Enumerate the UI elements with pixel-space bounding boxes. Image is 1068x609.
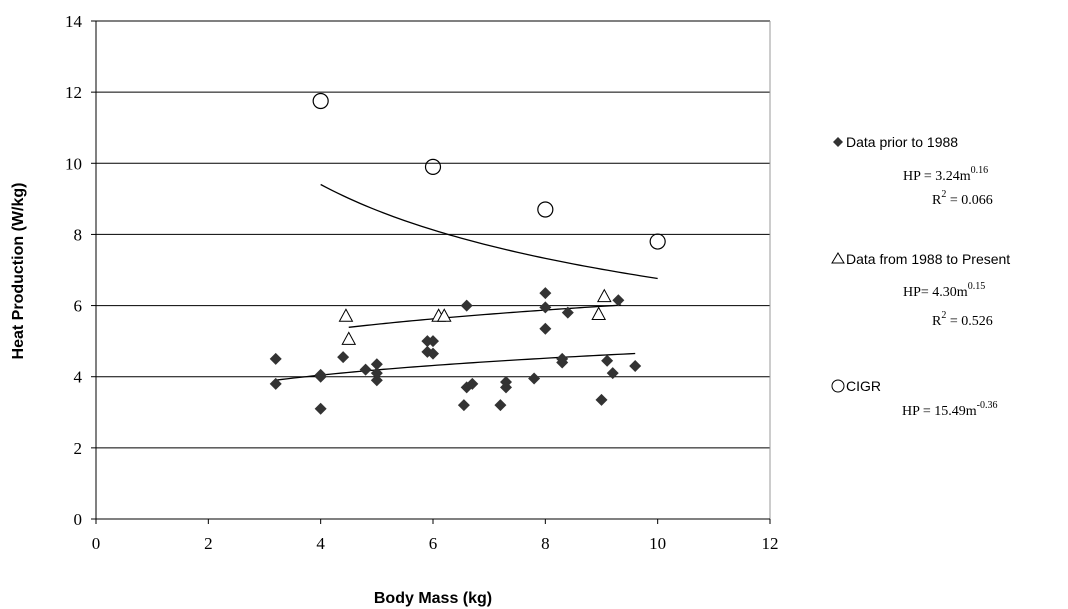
data-point-diamond [595,393,608,406]
data-point-diamond [457,399,470,412]
data-point-diamond [539,301,552,314]
x-axis-title: Body Mass (kg) [374,590,492,607]
gridlines [96,20,770,449]
data-point-diamond [359,363,372,376]
plot-area: 0 2 4 6 8 10 12 14 0 2 4 6 8 10 12 [65,12,779,553]
data-markers [269,92,666,415]
data-point-diamond [539,322,552,335]
data-point-diamond [370,367,383,380]
data-point-diamond [337,351,350,364]
data-point-diamond [612,294,625,307]
trend-lines [275,183,658,381]
y-tick-label: 14 [65,12,83,31]
tick-labels: 0 2 4 6 8 10 12 14 0 2 4 6 8 10 12 [65,12,779,553]
legend-label: Data from 1988 to Present [846,251,1010,267]
y-tick-label: 10 [65,154,82,173]
data-point-diamond [561,306,574,319]
y-tick-label: 6 [74,297,83,316]
legend-entry-prior-1988: Data prior to 1988 HP = 3.24m0.16 R2 = 0… [833,134,993,208]
data-point-diamond [370,374,383,387]
legend-equation: HP = 15.49m-0.36 [902,400,998,419]
x-tick-label: 0 [92,534,101,553]
y-tick-label: 2 [74,439,83,458]
data-point-circle [424,158,442,175]
data-point-diamond [466,377,479,390]
data-point-triangle [596,288,612,303]
data-point-diamond [556,352,569,365]
data-point-diamond [269,352,282,365]
data-point-diamond [629,360,642,373]
x-tick-label: 2 [204,534,213,553]
x-tick-label: 12 [762,534,779,553]
x-tick-label: 10 [649,534,666,553]
axes [91,20,771,524]
legend-label: Data prior to 1988 [846,134,958,150]
trend-line-0 [275,352,636,381]
open-triangle-icon [831,252,845,264]
data-point-triangle [341,331,357,345]
legend-r-squared: R2 = 0.526 [932,310,993,329]
data-point-diamond [314,402,327,415]
x-tick-label: 8 [541,534,550,553]
trend-line-2 [320,183,658,280]
legend-label: CIGR [846,378,881,394]
data-point-diamond [370,358,383,371]
data-point-diamond [460,299,473,312]
data-point-triangle [338,308,354,322]
data-point-diamond [500,376,513,389]
data-point-circle [649,233,666,250]
data-point-diamond [606,367,619,380]
y-tick-label: 8 [74,225,83,244]
data-point-circle [537,201,554,218]
x-tick-label: 6 [429,534,438,553]
legend: Data prior to 1988 HP = 3.24m0.16 R2 = 0… [831,134,1010,419]
data-point-circle [312,92,329,110]
y-tick-label: 0 [74,510,83,529]
data-point-diamond [601,354,614,367]
trend-line-1 [348,304,622,328]
y-axis-title: Heat Production (W/kg) [10,183,27,360]
data-point-triangle [436,308,452,322]
open-circle-icon [831,379,845,393]
data-point-diamond [539,287,552,300]
data-point-diamond [427,347,439,360]
legend-entry-cigr: CIGR HP = 15.49m-0.36 [831,378,998,419]
y-tick-label: 4 [74,368,83,387]
y-tick-label: 12 [65,83,82,102]
legend-entry-1988-present: Data from 1988 to Present HP= 4.30m0.15 … [831,251,1010,329]
data-point-diamond [314,368,327,381]
data-point-diamond [427,335,439,348]
legend-r-squared: R2 = 0.066 [932,189,993,208]
data-point-diamond [269,377,282,390]
x-tick-label: 4 [316,534,325,553]
data-point-diamond [494,399,507,412]
filled-diamond-icon [833,137,843,147]
data-point-triangle [591,306,607,320]
data-point-diamond [528,372,541,385]
legend-equation: HP= 4.30m0.15 [903,281,985,300]
legend-equation: HP = 3.24m0.16 [903,165,988,184]
